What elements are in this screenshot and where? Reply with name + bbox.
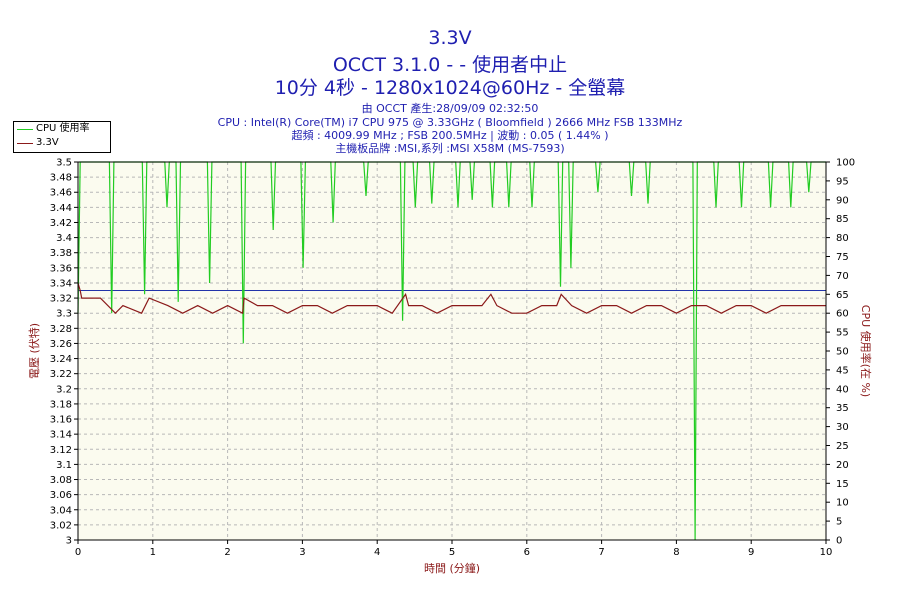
x-axis-label: 時間 (分鐘): [424, 561, 480, 575]
y-right-tick-label: 60: [836, 309, 849, 320]
y-right-tick-label: 45: [836, 365, 849, 376]
x-tick-label: 2: [224, 547, 230, 558]
y-left-tick-label: 3.32: [50, 294, 72, 305]
y-left-tick-label: 3.14: [50, 430, 72, 441]
y-right-tick-label: 85: [836, 214, 849, 225]
info-overclock: 超頻 : 4009.99 MHz ; FSB 200.5MHz | 波動 : 0…: [291, 129, 609, 142]
y-right-tick-label: 95: [836, 176, 849, 187]
y-right-tick-label: 65: [836, 290, 849, 301]
x-tick-label: 1: [150, 547, 156, 558]
plot-frame: [77, 161, 827, 541]
y-left-tick-label: 3.06: [50, 490, 72, 501]
y-right-tick-label: 80: [836, 233, 849, 244]
y-left-tick-label: 3.12: [50, 445, 72, 456]
legend-item-cpu: CPU 使用率: [14, 122, 110, 136]
x-tick-label: 4: [374, 547, 380, 558]
x-tick-label: 3: [299, 547, 305, 558]
y-left-tick-label: 3.46: [50, 188, 72, 199]
x-tick-label: 6: [524, 547, 530, 558]
x-tick-label: 0: [75, 547, 81, 558]
x-tick-label: 7: [598, 547, 604, 558]
y-right-tick-label: 0: [836, 536, 842, 547]
y-right-tick-label: 25: [836, 441, 849, 452]
info-motherboard: 主機板品牌 :MSI,系列 :MSI X58M (MS-7593): [335, 142, 565, 155]
y-left-tick-label: 3.28: [50, 324, 72, 335]
legend: CPU 使用率 3.3V: [13, 121, 111, 153]
y-left-tick-label: 3.36: [50, 263, 72, 274]
y-right-tick-label: 20: [836, 460, 849, 471]
y-right-tick-label: 70: [836, 271, 849, 282]
x-tick-label: 8: [673, 547, 679, 558]
y-left-tick-label: 3.22: [50, 369, 72, 380]
y-right-tick-label: 30: [836, 422, 849, 433]
y-left-tick-label: 3.4: [56, 233, 72, 244]
x-tick-label: 5: [449, 547, 455, 558]
y-left-tick-label: 3.48: [50, 173, 72, 184]
y-right-tick-label: 75: [836, 252, 849, 263]
y-left-tick-label: 3.3: [56, 309, 72, 320]
chart-subtitle-app: OCCT 3.1.0 - - 使用者中止: [332, 54, 568, 76]
series-voltage-line: [77, 282, 826, 315]
chart-title: 3.3V: [428, 27, 472, 49]
y-right-tick-label: 15: [836, 479, 849, 490]
y-left-tick-label: 3.2: [56, 384, 72, 395]
y-left-tick-label: 3.04: [50, 505, 72, 516]
y-right-tick-label: 90: [836, 195, 849, 206]
y-right-tick-label: 35: [836, 403, 849, 414]
y-right-axis-label: CPU 使用率(在 %): [859, 305, 873, 397]
y-right-tick-label: 50: [836, 347, 849, 358]
y-left-tick-label: 3.24: [50, 354, 72, 365]
y-left-tick-label: 3.42: [50, 218, 72, 229]
y-right-tick-label: 5: [836, 517, 842, 528]
y-left-tick-label: 3.26: [50, 339, 72, 350]
y-left-tick-label: 3.34: [50, 278, 72, 289]
legend-swatch-voltage: [17, 143, 33, 144]
y-left-tick-label: 3.38: [50, 248, 72, 259]
y-left-tick-label: 3.16: [50, 415, 72, 426]
x-tick-label: 10: [820, 547, 833, 558]
legend-swatch-cpu: [17, 129, 33, 130]
y-left-tick-label: 3: [66, 536, 72, 547]
legend-label-cpu: CPU 使用率: [36, 123, 90, 134]
y-left-axis-label: 電壓 (伏特): [27, 323, 41, 379]
y-left-tick-label: 3.44: [50, 203, 72, 214]
y-left-tick-label: 3.18: [50, 399, 72, 410]
x-tick-label: 9: [748, 547, 754, 558]
chart-subtitle-duration: 10分 4秒 - 1280x1024@60Hz - 全螢幕: [274, 77, 626, 99]
legend-label-voltage: 3.3V: [36, 137, 59, 148]
y-right-tick-label: 100: [836, 158, 855, 169]
info-cpu: CPU : Intel(R) Core(TM) i7 CPU 975 @ 3.3…: [217, 116, 683, 129]
info-generated: 由 OCCT 產生:28/09/09 02:32:50: [361, 102, 539, 115]
y-right-tick-label: 40: [836, 384, 849, 395]
y-left-tick-label: 3.5: [56, 158, 72, 169]
y-left-tick-label: 3.02: [50, 520, 72, 531]
y-right-tick-label: 10: [836, 498, 849, 509]
y-left-tick-label: 3.08: [50, 475, 72, 486]
y-right-tick-label: 55: [836, 328, 849, 339]
y-left-tick-label: 3.1: [56, 460, 72, 471]
legend-item-voltage: 3.3V: [14, 136, 110, 150]
